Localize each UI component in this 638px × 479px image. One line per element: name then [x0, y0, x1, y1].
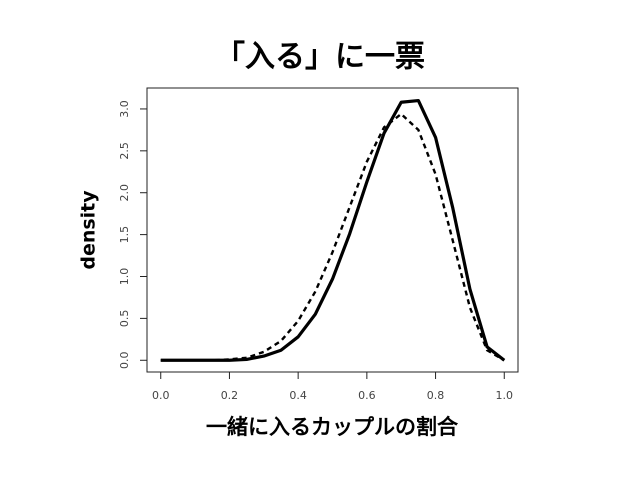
y-tick-label: 0.5 [118, 310, 131, 328]
x-tick-label: 1.0 [496, 389, 514, 402]
x-tick-label: 0.8 [427, 389, 445, 402]
x-tick-label: 0.0 [152, 389, 170, 402]
y-tick-label: 1.5 [118, 226, 131, 244]
x-tick-label: 0.4 [289, 389, 307, 402]
y-tick-label: 2.0 [118, 184, 131, 202]
y-tick-label: 1.0 [118, 268, 131, 286]
density-line [160, 98, 506, 362]
x-axis-label: 一緒に入るカップルの割合 [206, 415, 459, 439]
y-tick-label: 0.0 [118, 352, 131, 370]
y-tick-label: 3.0 [118, 100, 131, 118]
x-tick-label: 0.2 [221, 389, 239, 402]
y-tick-label: 2.5 [118, 142, 131, 160]
plot-frame [146, 87, 519, 373]
density-line [160, 112, 505, 362]
chart-title: 「入る」に一票 [215, 40, 425, 75]
x-tick-label: 0.6 [358, 389, 376, 402]
y-axis-label: density [78, 190, 100, 270]
